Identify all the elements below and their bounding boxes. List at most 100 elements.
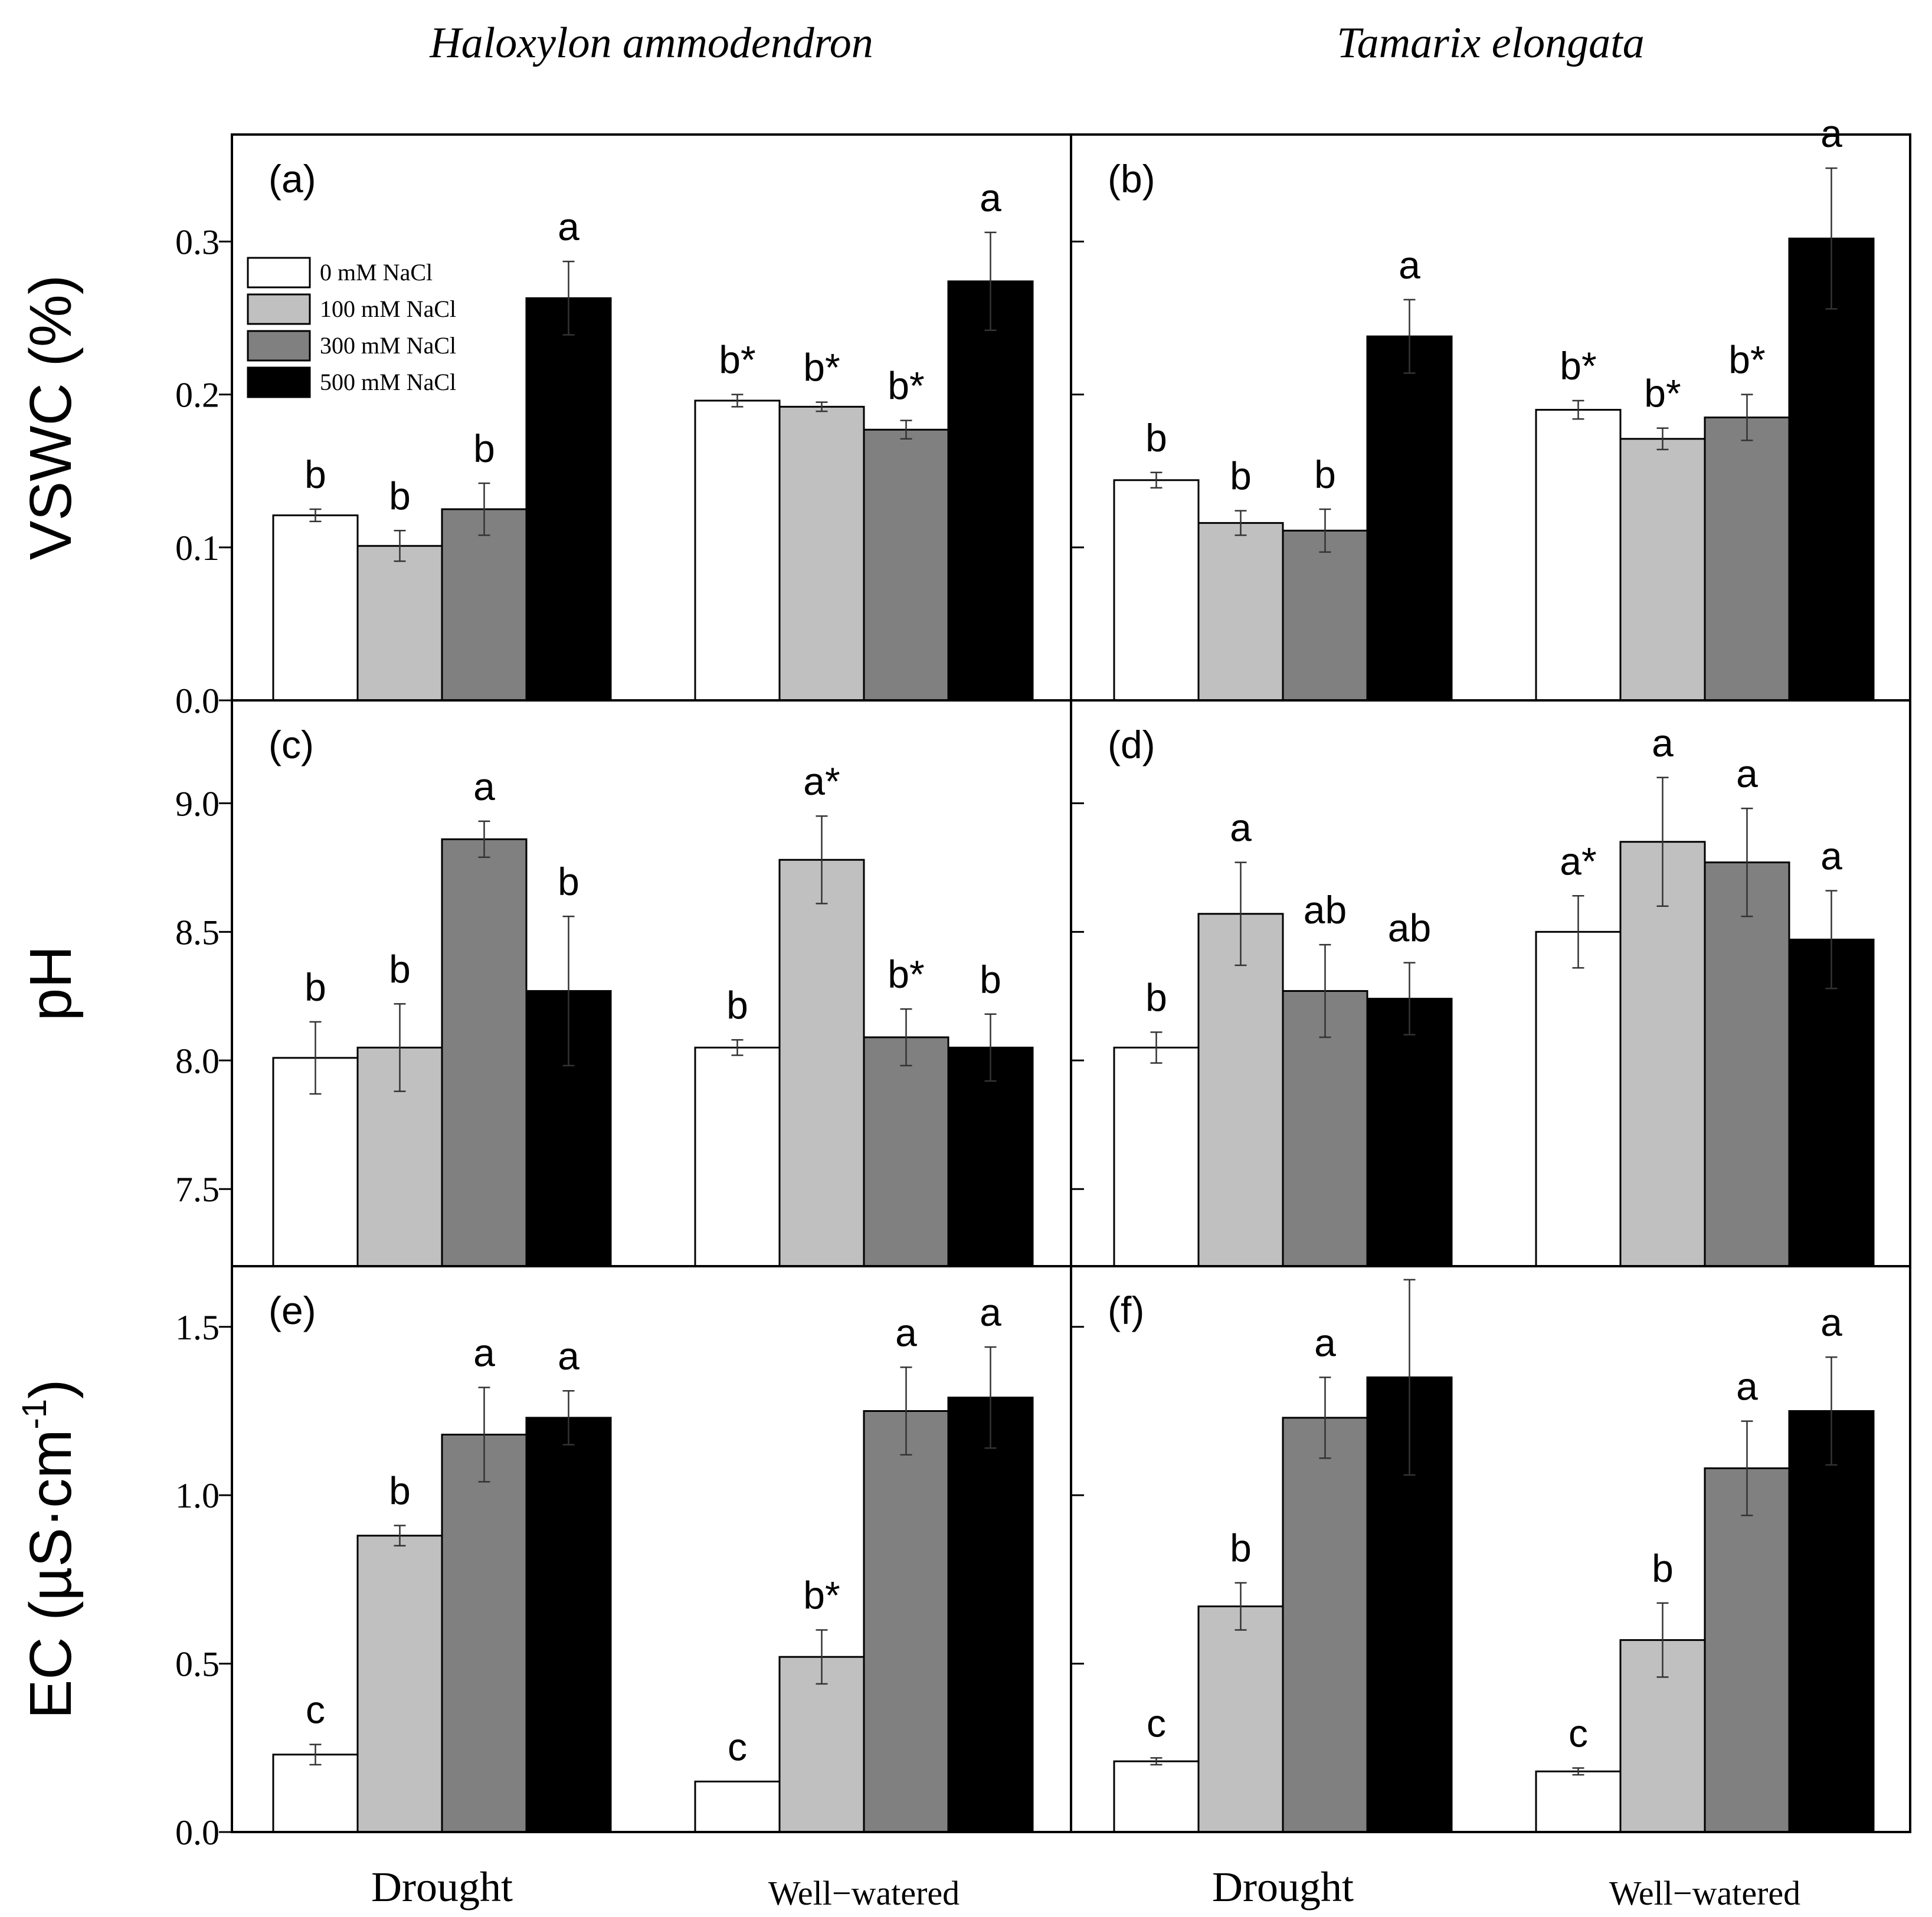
bar [1535,409,1622,700]
bar [1197,1605,1284,1832]
error-bar [309,1021,322,1095]
significance-letter: a [895,1310,917,1354]
y-tick-label: 0.5 [175,1645,220,1684]
y-axis-label: EC (µS·cm-1) [15,1379,84,1719]
significance-letter: a [1399,243,1420,287]
legend-label: 500 mM NaCl [320,369,456,395]
significance-letter: a [558,205,579,248]
error-bar [394,1525,406,1547]
x-category-label: Well−watered [1609,1874,1800,1912]
error-bar [900,1367,912,1456]
bar [272,1754,359,1832]
panel-label: (c) [268,723,314,766]
error-bar [731,394,744,408]
significance-letter: ab [1388,906,1431,950]
y-axis-label-end: ) [18,1379,84,1399]
error-bar [816,1629,828,1685]
significance-letter: c [1568,1712,1588,1755]
significance-letter: b [726,983,748,1027]
bar [441,508,528,700]
significance-letter: b* [888,364,924,408]
y-tick-label: 9.0 [175,784,220,823]
error-bar [984,1346,997,1449]
error-bar [1150,1031,1163,1064]
x-category-label: Drought [371,1863,513,1911]
error-bar [984,1013,997,1082]
significance-letter: a [1399,1223,1420,1267]
error-bar [1234,510,1247,536]
bar [694,1780,781,1832]
bar [947,280,1034,700]
legend-label: 100 mM NaCl [320,296,456,322]
error-bar [1572,1767,1584,1776]
y-axis-label-text: VSWC (%) [18,275,84,560]
significance-letter: a [1652,721,1674,765]
panel-label: (b) [1108,157,1155,201]
legend-label: 0 mM NaCl [320,259,433,286]
panel-plot-area [272,1346,1034,1832]
error-bar [394,1003,406,1092]
error-bar [1234,861,1247,966]
x-category-label: Drought [1212,1863,1354,1911]
bar [947,1046,1034,1266]
significance-letter: b [304,965,326,1009]
legend-swatch [247,293,311,325]
significance-letter: b* [1644,372,1681,415]
significance-letter: a [1230,806,1252,850]
bar [863,1410,949,1832]
significance-letter: a [1314,1320,1336,1364]
bar [441,1433,528,1832]
significance-letter: a [1820,1300,1842,1344]
significance-letter: b [389,1469,411,1513]
bar [863,428,949,700]
significance-letter: c [306,1688,325,1732]
column-title: Tamarix elongata [1337,19,1644,67]
bar [1113,479,1200,700]
significance-letter: b [304,453,326,496]
error-bar [478,482,490,536]
error-bar [478,1387,490,1483]
panel-plot-area [272,231,1034,700]
panel-label: (a) [268,157,316,201]
x-category-label: Well−watered [768,1874,960,1912]
bar [356,545,443,700]
error-bar [309,1744,322,1766]
significance-letter: a [1736,1365,1758,1408]
significance-letter: a* [803,759,840,803]
significance-letter: a* [1560,839,1596,883]
bar [1704,417,1790,700]
bar [356,1535,443,1832]
error-bar [1234,1582,1247,1631]
error-bar [1150,1757,1163,1766]
y-axis-label: pH [18,946,84,1021]
significance-letter: a [473,1331,495,1375]
bar [441,838,528,1266]
significance-letter: b [1230,1526,1252,1570]
significance-letter: b* [888,952,924,996]
bar [1619,841,1706,1266]
error-bar [478,820,490,858]
bar [1282,1417,1368,1832]
panel-f: c b a a c b a a (f) [1071,1223,1875,1833]
significance-letter: b [558,860,579,903]
bar [778,405,865,700]
significance-letter: b* [803,346,840,389]
bar [1535,930,1622,1266]
panel-plot-area [1113,167,1875,700]
y-tick-label: 0.3 [175,222,220,261]
legend: 0 mM NaCl 100 mM NaCl 300 mM NaCl 500 mM Na… [247,257,456,398]
error-bar [1656,1602,1669,1678]
bar [272,514,359,700]
significance-letter: b [1145,975,1167,1019]
panel-plot-area [1113,776,1875,1266]
bar [778,858,865,1266]
error-bar [816,401,828,412]
y-axis-label-sup: -1 [15,1399,54,1430]
error-bar [562,1390,575,1446]
bar [1704,861,1790,1266]
error-bar [1825,890,1838,989]
significance-letter: b [1230,454,1252,498]
legend-swatch [247,257,311,289]
significance-letter: b* [719,338,755,382]
significance-letter: b* [1728,338,1765,382]
